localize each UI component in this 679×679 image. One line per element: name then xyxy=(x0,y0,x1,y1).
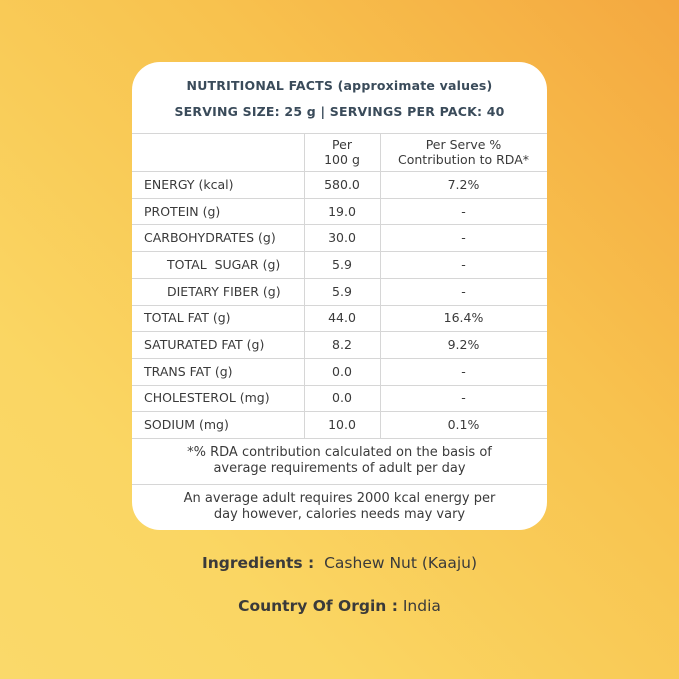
per-100g-header-line1: Per xyxy=(332,137,352,152)
row-divider xyxy=(132,197,547,199)
row-divider xyxy=(132,171,547,172)
nutrient-label: TRANS FAT (g) xyxy=(144,363,233,379)
per-100g-value: 5.9 xyxy=(332,256,352,272)
row-divider xyxy=(132,304,547,306)
rda-footnote-line1: *% RDA contribution calculated on the ba… xyxy=(187,445,492,460)
calorie-note-line2: day however, calories needs may vary xyxy=(213,506,466,522)
nutrient-label: ENERGY (kcal) xyxy=(144,176,234,192)
nutrient-label: TOTAL FAT (g) xyxy=(144,310,231,326)
calorie-note: An average adult requires 2000 kcal ener… xyxy=(132,491,547,522)
table-row: SATURATED FAT (g) 8.2 9.2% xyxy=(132,331,547,358)
nutrient-label: TOTAL SUGAR (g) xyxy=(167,256,281,272)
rda-value: - xyxy=(461,363,466,379)
rda-value: 0.1% xyxy=(447,417,480,433)
table-row: TOTAL FAT (g) 44.0 16.4% xyxy=(132,305,547,332)
origin-label: Country Of Orgin : xyxy=(238,597,398,615)
row-divider xyxy=(132,133,547,134)
per-100g-value: 19.0 xyxy=(328,203,356,219)
per-100g-value: 10.0 xyxy=(328,417,356,433)
rda-footnote-line2: average requirements of adult per day xyxy=(213,460,466,476)
rda-value: 16.4% xyxy=(443,310,484,326)
row-divider xyxy=(132,484,547,485)
column-divider xyxy=(380,133,381,439)
ingredients-label: Ingredients : xyxy=(201,554,315,572)
serving-info: SERVING SIZE: 25 g | SERVINGS PER PACK: … xyxy=(174,104,505,119)
nutrient-label: CHOLESTEROL (mg) xyxy=(144,390,270,406)
table-row: TRANS FAT (g) 0.0 - xyxy=(132,358,547,385)
rda-value: - xyxy=(461,256,466,272)
rda-value: 7.2% xyxy=(447,176,480,192)
table-row: SODIUM (mg) 10.0 0.1% xyxy=(132,411,547,438)
table-row: DIETARY FIBER (g) 5.9 - xyxy=(132,278,547,305)
row-divider xyxy=(132,411,547,413)
row-divider xyxy=(132,251,547,253)
origin-value: India xyxy=(402,597,441,615)
nutrition-card: NUTRITIONAL FACTS (approximate values) S… xyxy=(132,62,547,530)
row-divider xyxy=(132,277,547,279)
row-divider xyxy=(132,357,547,359)
nutrient-label: PROTEIN (g) xyxy=(144,203,221,219)
rda-header-line1: Per Serve % xyxy=(425,137,502,152)
rda-value: - xyxy=(461,390,466,406)
ingredients-value: Cashew Nut (Kaaju) xyxy=(324,554,477,572)
per-100g-value: 0.0 xyxy=(332,363,352,379)
table-row: PROTEIN (g) 19.0 - xyxy=(132,198,547,225)
rda-value: 9.2% xyxy=(447,337,480,353)
table-row: TOTAL SUGAR (g) 5.9 - xyxy=(132,251,547,278)
table-row: CARBOHYDRATES (g) 30.0 - xyxy=(132,224,547,251)
rda-value: - xyxy=(461,203,466,219)
per-100g-value: 8.2 xyxy=(332,337,352,353)
column-divider xyxy=(304,133,305,439)
nutrition-title: NUTRITIONAL FACTS (approximate values) xyxy=(186,78,493,93)
per-100g-header: Per 100 g xyxy=(304,137,380,167)
table-row: ENERGY (kcal) 580.0 7.2% xyxy=(132,171,547,198)
table-row: CHOLESTEROL (mg) 0.0 - xyxy=(132,385,547,412)
rda-header: Per Serve % Contribution to RDA* xyxy=(380,137,547,167)
per-100g-value: 44.0 xyxy=(328,310,356,326)
per-100g-value: 580.0 xyxy=(324,176,360,192)
row-divider xyxy=(132,224,547,226)
row-divider xyxy=(132,331,547,333)
ingredients-line: Ingredients : Cashew Nut (Kaaju) xyxy=(0,554,679,572)
rda-footnote: *% RDA contribution calculated on the ba… xyxy=(132,445,547,476)
nutrient-label: CARBOHYDRATES (g) xyxy=(144,230,276,246)
nutrient-label: SATURATED FAT (g) xyxy=(144,337,265,353)
origin-line: Country Of Orgin : India xyxy=(0,597,679,615)
rda-value: - xyxy=(461,230,466,246)
row-divider xyxy=(132,384,547,386)
rda-value: - xyxy=(461,283,466,299)
rda-header-line2: Contribution to RDA* xyxy=(398,152,529,167)
calorie-note-line1: An average adult requires 2000 kcal ener… xyxy=(183,491,496,506)
row-divider xyxy=(132,438,547,439)
nutrient-label: SODIUM (mg) xyxy=(144,417,229,433)
per-100g-value: 5.9 xyxy=(332,283,352,299)
per-100g-value: 30.0 xyxy=(328,230,356,246)
nutrient-label: DIETARY FIBER (g) xyxy=(167,283,281,299)
per-100g-header-line2: 100 g xyxy=(324,152,360,167)
per-100g-value: 0.0 xyxy=(332,390,352,406)
